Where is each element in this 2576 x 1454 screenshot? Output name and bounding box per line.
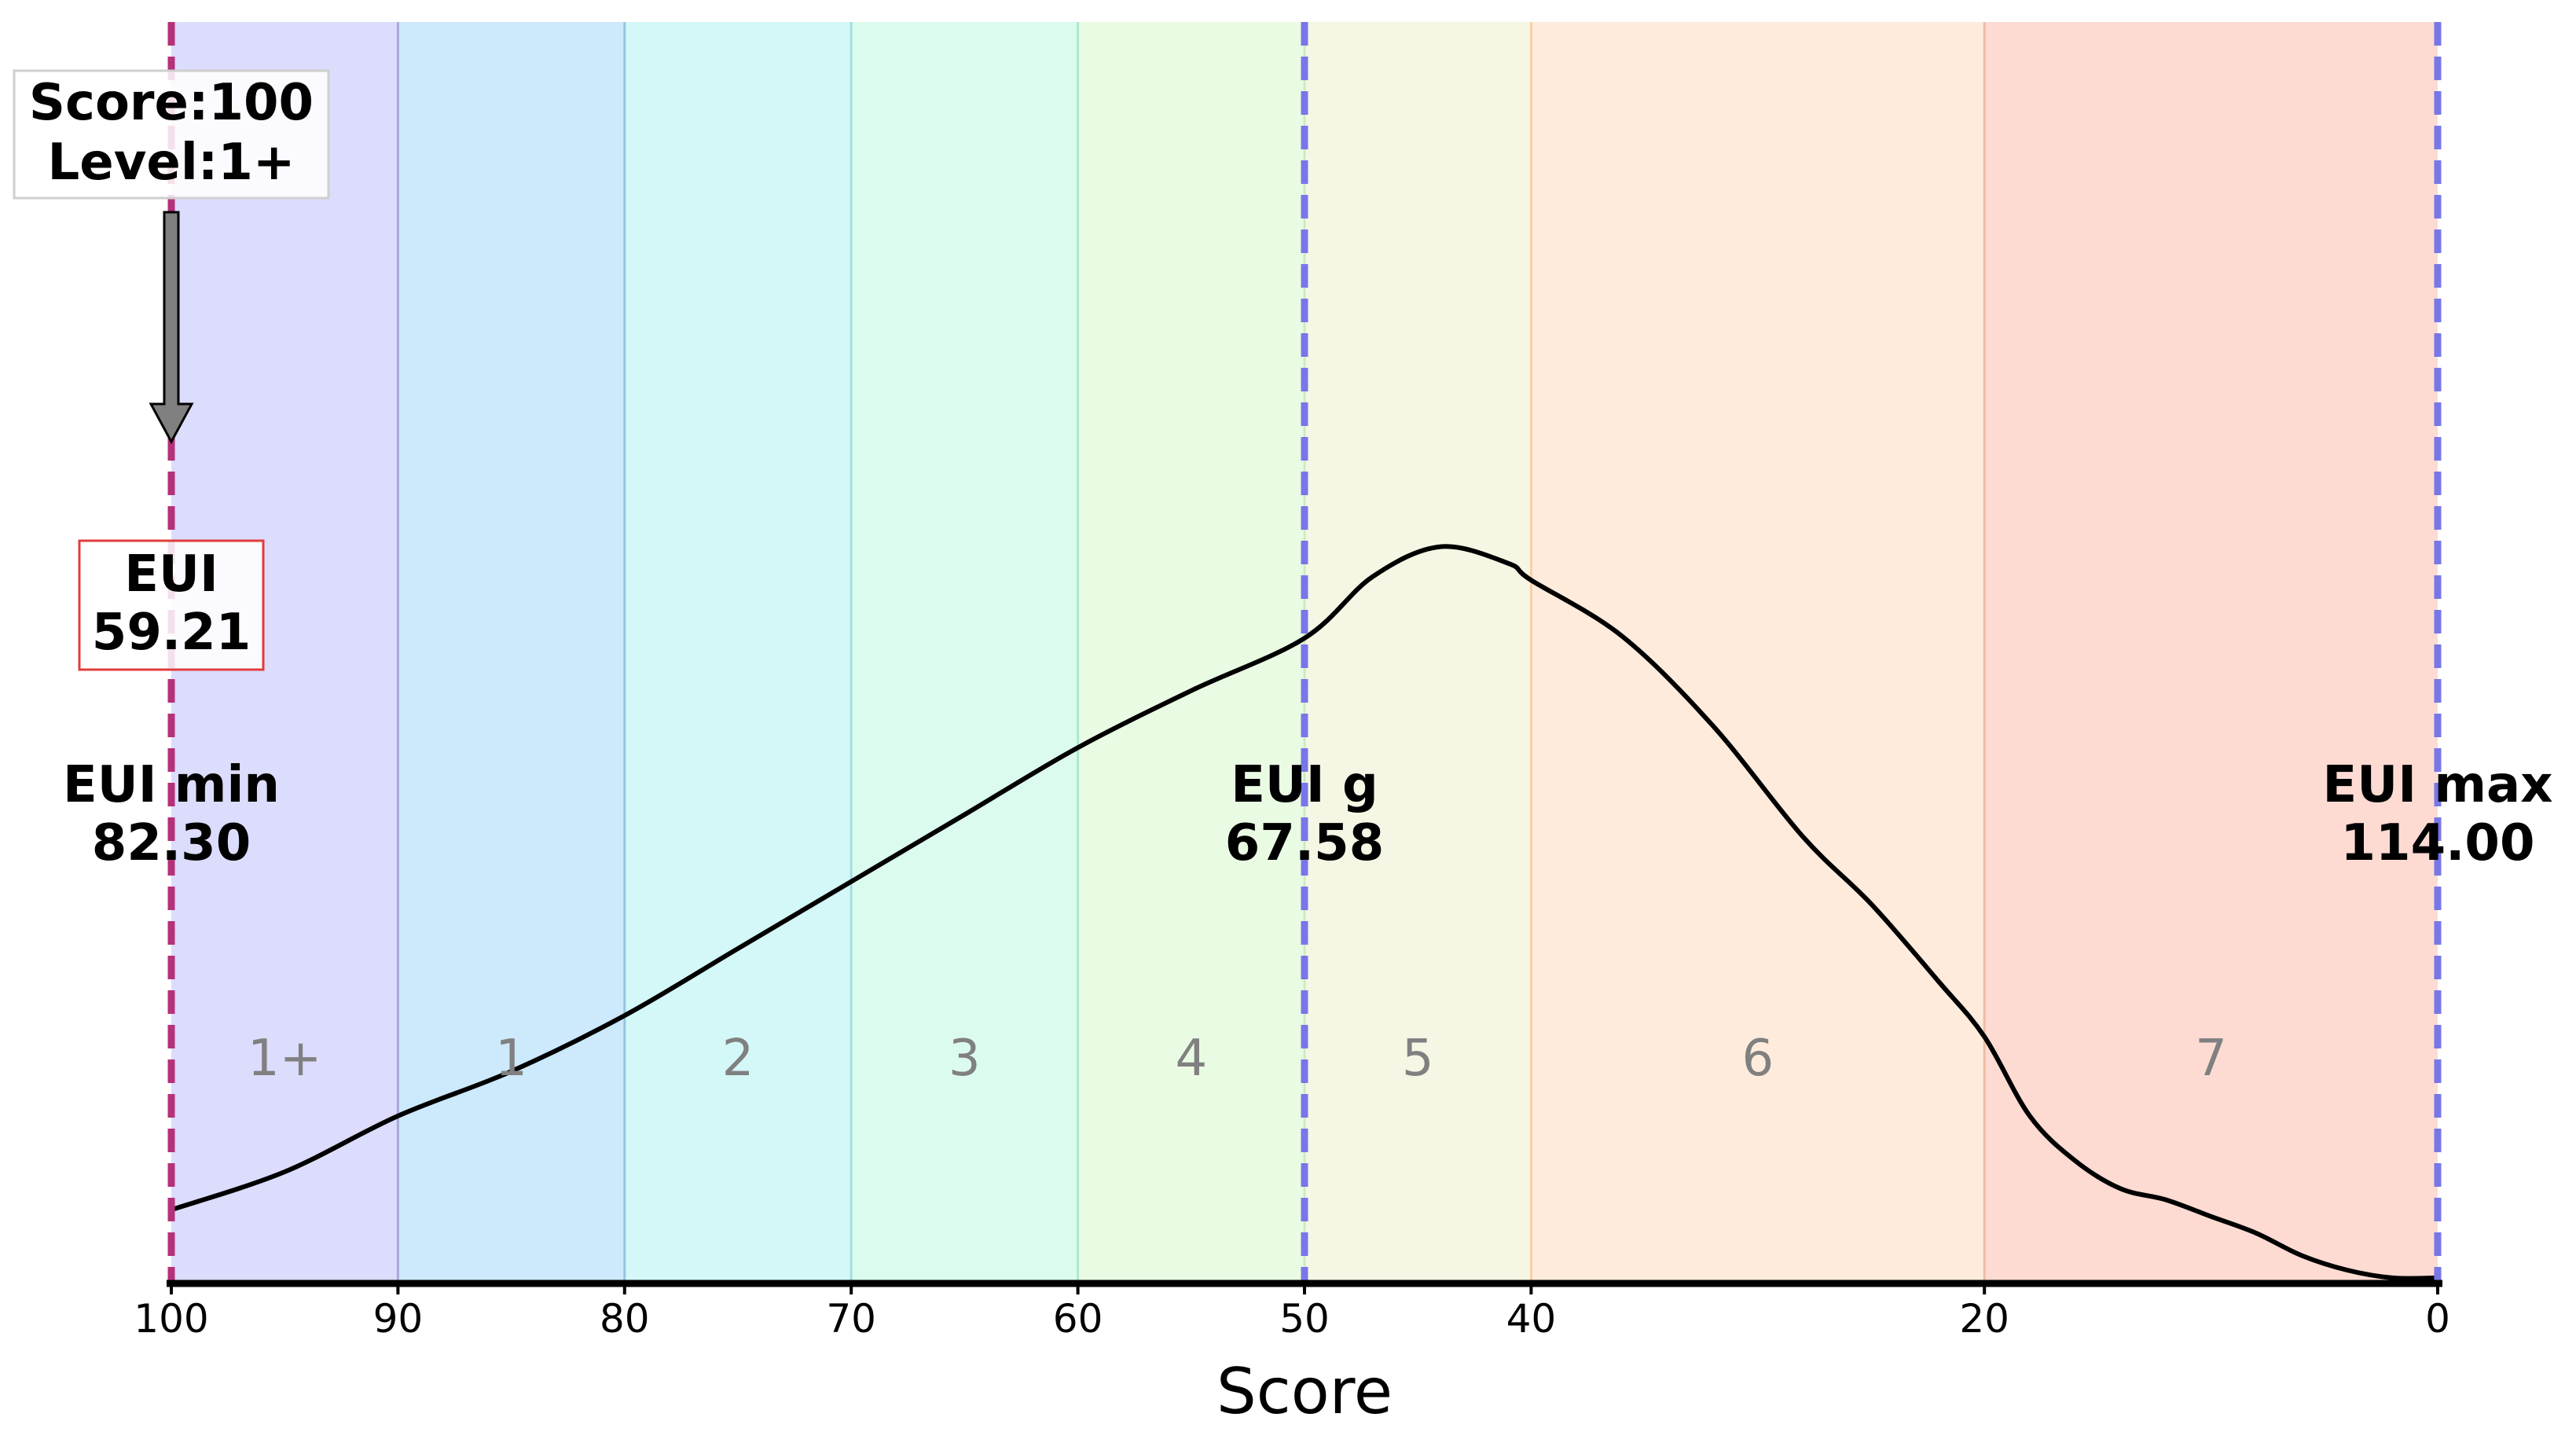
density-curve — [171, 544, 2438, 1281]
level-label: 3 — [949, 1030, 981, 1088]
level-label: 1+ — [248, 1030, 321, 1088]
band-level-4 — [1077, 22, 1305, 1283]
x-tick-label: 80 — [600, 1296, 650, 1342]
ref-label-value: 67.58 — [1225, 814, 1384, 872]
x-tick-label: 50 — [1279, 1296, 1330, 1342]
ref-label-value: 114.00 — [2341, 814, 2535, 872]
level-label: 1 — [495, 1030, 527, 1088]
level-label: 4 — [1175, 1030, 1207, 1088]
eui-value: 59.21 — [92, 604, 251, 662]
eui-label: EUI — [124, 545, 218, 604]
down-arrow-icon — [149, 211, 194, 445]
ref-label-name: EUI max — [2323, 756, 2553, 814]
x-tick-label: 60 — [1053, 1296, 1103, 1342]
score-level-box — [13, 69, 330, 200]
score-text: Score:100 — [29, 74, 314, 132]
x-tick-label: 70 — [826, 1296, 876, 1342]
x-tick-label: 0 — [2425, 1296, 2450, 1342]
band-level-1 — [398, 22, 625, 1283]
ref-label-name: EUI g — [1231, 756, 1378, 814]
x-tick-label: 40 — [1506, 1296, 1557, 1342]
band-level-3 — [851, 22, 1078, 1283]
band-level-5 — [1305, 22, 1532, 1283]
x-axis-title: Score — [1216, 1355, 1393, 1428]
ref-label-value: 82.30 — [92, 814, 251, 872]
band-level-7 — [1984, 22, 2438, 1283]
x-tick-label: 90 — [373, 1296, 424, 1342]
band-level-6 — [1531, 22, 1985, 1283]
eui-value-box — [78, 539, 265, 671]
level-label: 2 — [722, 1030, 754, 1088]
x-axis: 100 90 80 70 60 50 40 20 0 — [134, 1280, 2450, 1342]
level-label: 6 — [1741, 1030, 1774, 1088]
ref-label-name: EUI min — [63, 756, 280, 814]
density-curve-layer — [171, 544, 2438, 1281]
level-label: 7 — [2195, 1030, 2227, 1088]
level-label: 5 — [1402, 1030, 1434, 1088]
x-tick-label: 20 — [1959, 1296, 2009, 1342]
x-tick-label: 100 — [134, 1296, 208, 1342]
band-level-2 — [624, 22, 852, 1283]
level-bands — [171, 22, 2438, 1283]
level-labels: 1+ 1 2 3 4 5 6 7 — [248, 1030, 2227, 1088]
level-text: Level:1+ — [48, 134, 295, 192]
